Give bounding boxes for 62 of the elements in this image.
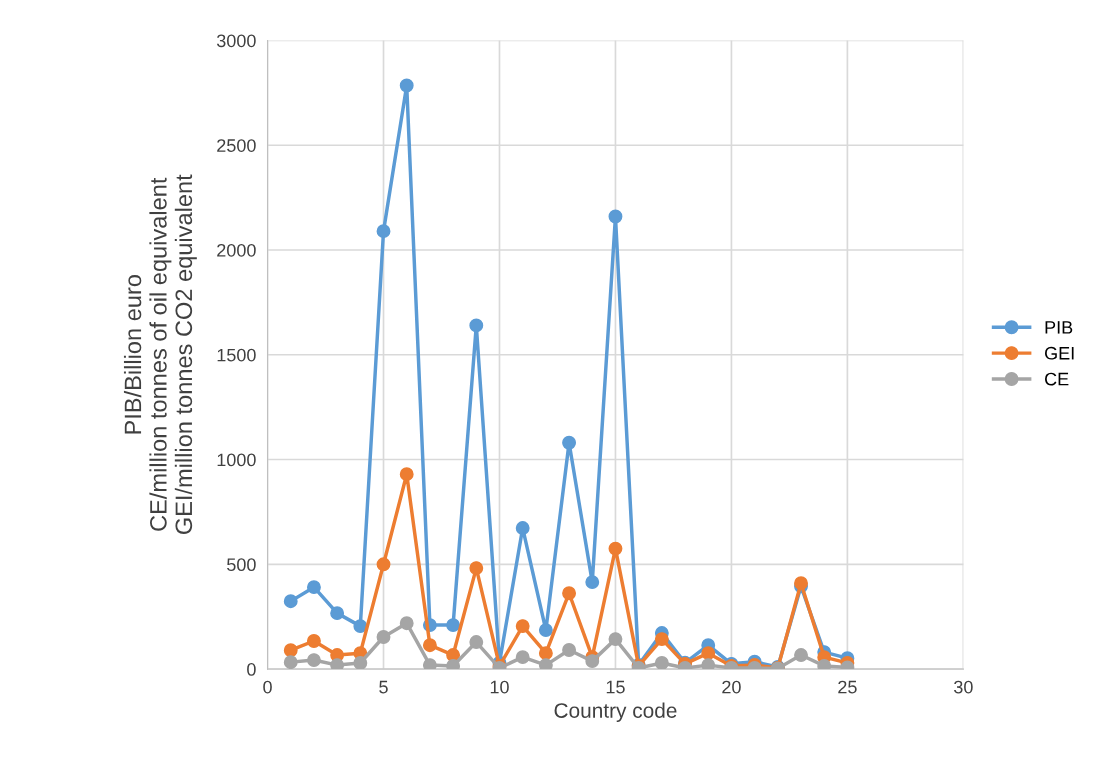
- y-tick-label: 500: [227, 558, 256, 572]
- point: [538, 646, 553, 661]
- y-tick-label: 1000: [217, 453, 256, 467]
- point: [469, 635, 484, 649]
- point: [306, 653, 321, 668]
- point: [654, 632, 669, 647]
- point: [538, 623, 553, 638]
- legend-label: GEI: [1045, 346, 1074, 360]
- point: [353, 619, 368, 634]
- point: [585, 654, 600, 669]
- x-tick-label: 25: [838, 680, 857, 694]
- point: [399, 616, 414, 631]
- legend-label: CE: [1045, 372, 1069, 386]
- y-tick-label: 2000: [217, 243, 256, 257]
- point: [330, 606, 345, 621]
- point: [515, 650, 530, 665]
- point: [469, 561, 484, 576]
- point: [330, 658, 345, 670]
- point: [283, 594, 298, 609]
- point: [794, 648, 808, 662]
- point: [515, 521, 530, 536]
- point: [562, 435, 577, 450]
- point: [283, 643, 298, 658]
- point: [376, 630, 391, 644]
- point: [399, 78, 414, 93]
- point: [562, 586, 577, 601]
- point: [608, 209, 623, 224]
- point: [446, 618, 461, 633]
- legend-label: PIB: [1045, 321, 1073, 334]
- point: [701, 646, 716, 661]
- point: [353, 656, 368, 670]
- x-tick-label: 0: [263, 680, 272, 694]
- x-tick-label: 30: [954, 680, 973, 694]
- point: [306, 580, 321, 595]
- x-tick-label: 20: [722, 680, 741, 694]
- point: [608, 541, 623, 556]
- point: [515, 619, 530, 634]
- point: [608, 632, 623, 647]
- point: [376, 557, 391, 572]
- y-tick-label: 3000: [216, 34, 256, 48]
- point: [585, 575, 600, 590]
- point: [446, 658, 461, 670]
- y-tick-label: 1500: [217, 348, 256, 362]
- point: [562, 643, 577, 657]
- point: [422, 658, 437, 670]
- y-tick-label: 0: [247, 663, 256, 676]
- point: [538, 658, 553, 670]
- point: [701, 658, 716, 670]
- y-axis-title: PIB/Billion euro CE/million tonnes of oil equivalent GEI/million tonnes CO2 equivalent: [123, 174, 197, 535]
- point: [399, 467, 414, 482]
- point: [654, 656, 669, 670]
- x-tick-label: 10: [490, 680, 509, 694]
- point: [817, 658, 832, 670]
- point: [283, 655, 298, 670]
- point: [376, 224, 391, 239]
- x-tick-label: 15: [606, 680, 625, 694]
- y-tick-label: 2500: [217, 139, 256, 152]
- x-tick-label: 5: [379, 680, 388, 694]
- point: [469, 318, 484, 333]
- x-axis-title: Country code: [554, 702, 677, 722]
- point: [422, 638, 437, 653]
- point: [306, 634, 321, 648]
